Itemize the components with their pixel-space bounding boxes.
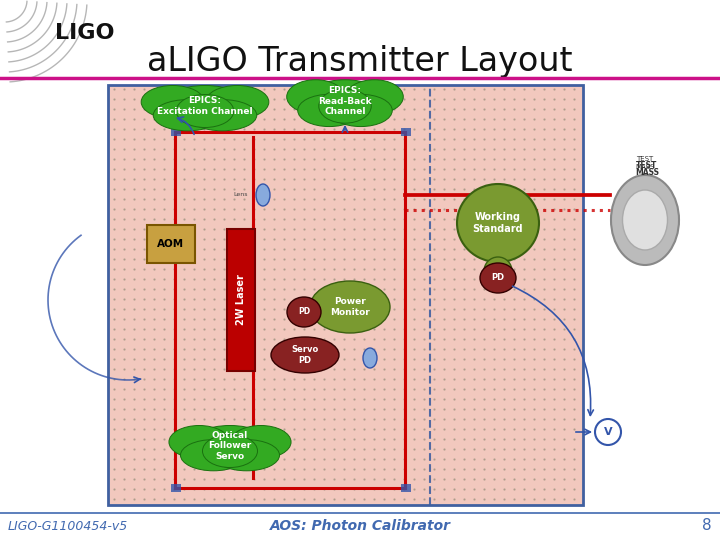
Ellipse shape xyxy=(188,99,257,131)
FancyBboxPatch shape xyxy=(401,128,411,136)
Ellipse shape xyxy=(480,263,516,293)
Ellipse shape xyxy=(310,281,390,333)
Text: 2W Laser: 2W Laser xyxy=(236,274,246,326)
FancyBboxPatch shape xyxy=(171,484,181,492)
FancyBboxPatch shape xyxy=(227,229,255,371)
Text: AOS: Photon Calibrator: AOS: Photon Calibrator xyxy=(269,519,451,533)
Text: PD: PD xyxy=(298,307,310,316)
Bar xyxy=(108,85,583,505)
Ellipse shape xyxy=(457,184,539,262)
Text: EPICS:
Excitation Channel: EPICS: Excitation Channel xyxy=(157,96,253,116)
Text: LIGO: LIGO xyxy=(55,23,114,43)
Ellipse shape xyxy=(230,426,291,458)
Ellipse shape xyxy=(202,435,258,468)
Text: Optical
Follower
Servo: Optical Follower Servo xyxy=(208,431,251,461)
Text: Working
Standard: Working Standard xyxy=(473,212,523,234)
Ellipse shape xyxy=(346,80,403,114)
FancyBboxPatch shape xyxy=(401,484,411,492)
Text: V: V xyxy=(603,427,612,437)
Ellipse shape xyxy=(189,426,271,464)
Ellipse shape xyxy=(256,184,270,206)
Text: Servo
PD: Servo PD xyxy=(292,345,319,364)
Text: PD: PD xyxy=(492,273,505,282)
Ellipse shape xyxy=(287,297,321,327)
Ellipse shape xyxy=(181,440,246,471)
Ellipse shape xyxy=(363,348,377,368)
Ellipse shape xyxy=(153,99,222,131)
Ellipse shape xyxy=(611,175,679,265)
Ellipse shape xyxy=(484,257,512,285)
Text: TEST: TEST xyxy=(636,161,657,170)
Text: AOM: AOM xyxy=(158,239,184,249)
Ellipse shape xyxy=(271,337,339,373)
Text: LIGO-G1100454-v5: LIGO-G1100454-v5 xyxy=(8,519,128,532)
Text: aLIGO Transmitter Layout: aLIGO Transmitter Layout xyxy=(148,44,572,78)
Text: TEST: TEST xyxy=(636,156,654,162)
Ellipse shape xyxy=(176,94,234,127)
Ellipse shape xyxy=(287,80,344,114)
Ellipse shape xyxy=(169,426,230,458)
Text: Power
Monitor: Power Monitor xyxy=(330,298,370,316)
Text: 8: 8 xyxy=(703,518,712,534)
Text: MASS: MASS xyxy=(635,164,654,170)
Ellipse shape xyxy=(214,440,279,471)
Ellipse shape xyxy=(305,80,384,120)
Ellipse shape xyxy=(141,85,204,118)
Text: Lens: Lens xyxy=(234,192,248,198)
Ellipse shape xyxy=(319,89,372,123)
Text: MASS: MASS xyxy=(635,168,659,177)
Circle shape xyxy=(595,419,621,445)
Ellipse shape xyxy=(329,94,392,126)
Ellipse shape xyxy=(162,85,248,125)
Ellipse shape xyxy=(206,85,269,118)
Text: EPICS:
Read-Back
Channel: EPICS: Read-Back Channel xyxy=(318,86,372,116)
FancyBboxPatch shape xyxy=(147,225,195,263)
FancyBboxPatch shape xyxy=(171,128,181,136)
Ellipse shape xyxy=(298,94,361,126)
Ellipse shape xyxy=(623,190,667,250)
